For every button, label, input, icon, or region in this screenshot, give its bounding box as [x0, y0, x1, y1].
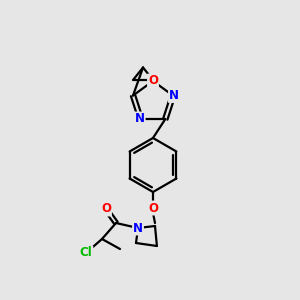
Text: N: N	[133, 221, 143, 235]
Text: O: O	[101, 202, 111, 215]
Text: O: O	[148, 202, 158, 214]
Text: N: N	[169, 89, 179, 102]
Text: O: O	[148, 74, 158, 88]
Text: Cl: Cl	[80, 247, 92, 260]
Text: N: N	[135, 112, 145, 125]
